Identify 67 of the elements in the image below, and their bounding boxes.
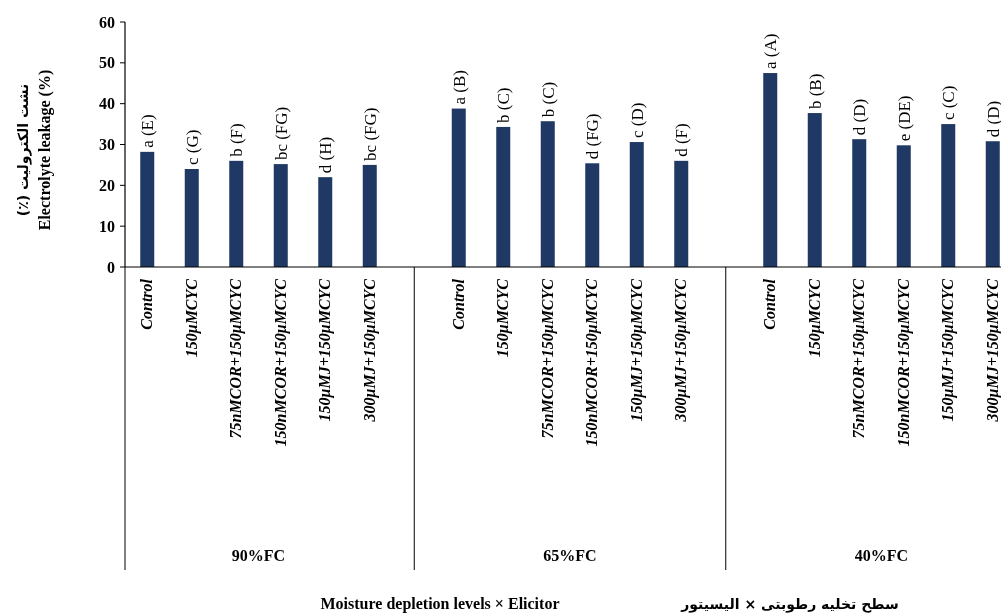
data-label: e (DE) — [894, 95, 914, 142]
text: Moisture depletion levels × Elicitor — [320, 595, 560, 613]
x-tick-label: 150nMCOR+150μMCYC — [894, 278, 913, 447]
x-tick-label: 150μMJ+150μMCYC — [316, 278, 335, 422]
data-label: c (G) — [182, 129, 202, 165]
bar — [362, 164, 377, 267]
x-tick-label: 75nMCOR+150μMCYC — [227, 278, 246, 439]
text: 40%FC — [854, 547, 909, 564]
text: 90%FC — [231, 547, 286, 564]
x-tick-label: 75nMCOR+150μMCYC — [850, 278, 869, 439]
bar — [273, 164, 288, 267]
x-tick-label: Control — [449, 278, 467, 330]
data-label: d (FG) — [583, 113, 603, 160]
x-tick-label: 150nMCOR+150μMCYC — [271, 278, 290, 447]
data-label: b (C) — [494, 87, 514, 123]
data-label: c (C) — [939, 85, 959, 121]
bar — [941, 124, 956, 267]
data-label: b (F) — [227, 123, 247, 157]
bar — [629, 142, 644, 267]
text: 65%FC — [543, 547, 597, 564]
bar — [184, 169, 199, 267]
data-label: bc (FG) — [360, 107, 380, 161]
y-tick-label: 40 — [99, 95, 115, 113]
bar — [852, 139, 867, 267]
text: نشت الکترولیت (٪) — [15, 83, 32, 217]
bar — [540, 121, 555, 267]
bar — [585, 163, 600, 267]
x-tick-label: 150μMCYC — [182, 278, 201, 358]
data-label: bc (FG) — [271, 106, 291, 161]
x-tick-label: 300μMJ+150μMCYC — [983, 278, 1001, 423]
y-tick-label: 30 — [99, 136, 115, 153]
data-label: a (A) — [761, 33, 781, 70]
data-label: b (C) — [538, 81, 558, 118]
data-label: d (D) — [850, 98, 870, 136]
bar — [985, 141, 1000, 267]
bar — [807, 113, 822, 267]
data-label: d (F) — [672, 123, 692, 157]
bar — [229, 160, 244, 267]
y-tick-label: 60 — [99, 13, 115, 31]
data-label: c (D) — [627, 102, 647, 139]
bar — [896, 145, 911, 267]
x-tick-label: 150μMJ+150μMCYC — [939, 278, 958, 422]
x-tick-label: 75nMCOR+150μMCYC — [538, 278, 557, 439]
y-axis-title: Electrolyte leakage (%) — [36, 69, 54, 231]
x-tick-label: 150nMCOR+150μMCYC — [583, 278, 602, 447]
y-tick-label: 20 — [99, 176, 115, 194]
x-tick-label: Control — [138, 278, 156, 330]
x-tick-label: 150μMJ+150μMCYC — [627, 278, 646, 422]
x-tick-label: Control — [761, 278, 779, 330]
y-tick-label: 50 — [99, 54, 115, 72]
x-tick-label: 150μMCYC — [805, 278, 824, 358]
bar — [496, 126, 511, 267]
bar — [140, 151, 155, 267]
bar — [318, 177, 333, 267]
data-label: d (H) — [316, 136, 336, 174]
y-tick-label: 0 — [107, 258, 115, 276]
text: سطح تخلیه رطوبتی × الیسیتور — [680, 596, 899, 613]
x-tick-label: 300μMJ+150μMCYC — [672, 278, 691, 423]
x-tick-label: 300μMJ+150μMCYC — [360, 278, 379, 423]
x-tick-label: 150μMCYC — [494, 278, 513, 358]
bar — [451, 108, 466, 267]
data-label: a (B) — [449, 70, 469, 105]
y-tick-label: 10 — [99, 217, 115, 235]
bar — [674, 160, 689, 267]
data-label: a (E) — [138, 114, 158, 148]
data-label: b (B) — [805, 73, 825, 110]
bar — [763, 73, 778, 267]
